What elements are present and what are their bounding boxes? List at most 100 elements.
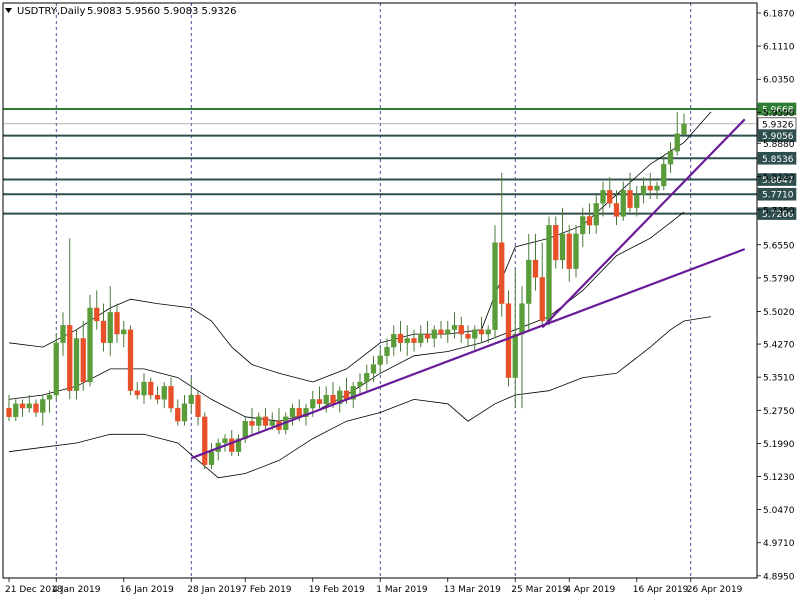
level-lines-layer: 5.9668 5.9326 5.9056 5.8536 5.8047 5.7710 5.72…: [3, 102, 797, 220]
candle-body-33: [229, 438, 235, 452]
candle-body-44: [303, 407, 309, 417]
level-label-5: 5.7710: [762, 191, 794, 201]
y-tick-label-8: 5.5790: [763, 274, 795, 284]
candle-body-55: [377, 355, 383, 365]
candle-body-37: [256, 416, 262, 426]
x-tick-label-3: 28 Jan 2019: [187, 585, 241, 595]
candle-body-34: [235, 438, 242, 452]
candle-body-18: [127, 329, 134, 391]
candle-body-53: [364, 373, 370, 383]
symbol-label: USDTRY,Daily: [17, 6, 85, 17]
candle-body-12: [87, 307, 93, 383]
x-tick-label-10: 16 Apr 2019: [633, 585, 689, 595]
candle-body-56: [384, 346, 390, 356]
level-label-box-2: [757, 129, 797, 142]
candle-body-47: [323, 394, 329, 404]
trendlines-layer: [190, 118, 746, 460]
candle-body-42: [289, 407, 296, 417]
y-tick-label-15: 5.0470: [763, 506, 795, 516]
candle-body-20: [141, 381, 147, 396]
y-tick-label-5: 5.8120: [763, 173, 795, 183]
candle-body-17: [121, 329, 127, 335]
candle-body-62: [424, 333, 431, 339]
candle-body-46: [316, 399, 323, 404]
x-tick-label-6: 1 Mar 2019: [376, 585, 428, 595]
candle-body-75: [512, 333, 518, 378]
candle-body-48: [330, 394, 336, 404]
axes-layer: 6.1870 6.1110 6.0350 5.9590 5.8880 5.8120 5.73…: [2, 2, 795, 595]
chart-header: USDTRY,Daily 5.9083 5.9560 5.9083 5.9326: [5, 6, 237, 17]
candle-body-91: [620, 190, 626, 217]
candle-body-88: [600, 190, 606, 204]
trendline-1: [541, 118, 746, 329]
x-tick-label-9: 4 Apr 2019: [565, 585, 615, 595]
y-tick-label-17: 4.8950: [763, 572, 795, 582]
y-tick-label-6: 5.7350: [763, 206, 795, 216]
y-tick-label-7: 5.6550: [763, 241, 795, 251]
candle-body-7: [53, 342, 59, 396]
y-tick-label-3: 5.9590: [763, 109, 795, 119]
candle-body-19: [134, 390, 140, 396]
candle-body-87: [593, 203, 599, 226]
level-label-3: 5.8536: [762, 155, 794, 165]
candle-body-6: [46, 394, 53, 400]
candle-body-0: [6, 407, 12, 417]
candle-body-80: [546, 225, 552, 322]
candle-body-24: [168, 386, 174, 409]
bollinger-lower-band: [8, 316, 712, 479]
candle-body-94: [640, 185, 647, 195]
candle-body-36: [249, 421, 255, 426]
level-label-box-6: [757, 207, 797, 220]
level-label-2: 5.9056: [762, 132, 794, 142]
candle-body-67: [458, 325, 464, 335]
candle-body-82: [559, 233, 566, 261]
candle-body-13: [94, 307, 100, 322]
candle-body-76: [519, 303, 525, 335]
candle-body-10: [73, 338, 80, 391]
candle-body-23: [161, 386, 167, 400]
y-tick-label-16: 4.9710: [763, 539, 795, 549]
candle-body-29: [202, 416, 208, 465]
candle-body-9: [67, 325, 73, 391]
x-tick-label-11: 26 Apr 2019: [687, 585, 743, 595]
candle-body-81: [553, 225, 559, 261]
y-tick-label-4: 5.8880: [763, 140, 795, 150]
candle-body-96: [654, 185, 660, 191]
candle-body-83: [566, 233, 572, 269]
candle-body-79: [539, 277, 545, 322]
candle-body-100: [681, 123, 687, 135]
trendline-0: [190, 248, 746, 460]
level-label-4: 5.8047: [762, 176, 794, 186]
x-tick-label-7: 13 Mar 2019: [444, 585, 501, 595]
level-label-box-4: [757, 173, 797, 186]
candle-body-64: [438, 329, 444, 335]
candle-body-98: [667, 150, 674, 165]
candle-body-30: [208, 451, 215, 465]
y-tick-label-1: 6.1110: [763, 43, 795, 53]
candle-body-8: [60, 325, 66, 343]
x-tick-label-0: 21 Dec 2018: [5, 585, 63, 595]
triangle-down-icon[interactable]: [5, 8, 12, 13]
candle-body-95: [647, 185, 653, 191]
candle-body-1: [13, 403, 19, 417]
y-tick-label-10: 5.4270: [763, 341, 795, 351]
candle-body-78: [532, 259, 539, 278]
level-label-0: 5.9668: [762, 105, 794, 115]
candle-body-59: [404, 338, 410, 343]
candle-body-25: [175, 407, 181, 422]
candle-body-45: [310, 399, 316, 409]
candle-body-14: [100, 320, 107, 343]
candle-body-26: [181, 403, 188, 422]
candle-body-27: [188, 394, 194, 404]
x-tick-label-2: 16 Jan 2019: [120, 585, 174, 595]
candle-body-61: [418, 333, 424, 343]
candle-body-63: [431, 329, 437, 339]
candle-body-38: [262, 416, 269, 426]
y-tick-label-14: 5.1230: [763, 473, 795, 483]
candle-body-73: [499, 242, 505, 304]
candle-body-49: [337, 390, 343, 404]
candle-body-3: [26, 403, 32, 409]
level-label-1: 5.9326: [762, 120, 794, 130]
candle-body-65: [445, 329, 451, 335]
